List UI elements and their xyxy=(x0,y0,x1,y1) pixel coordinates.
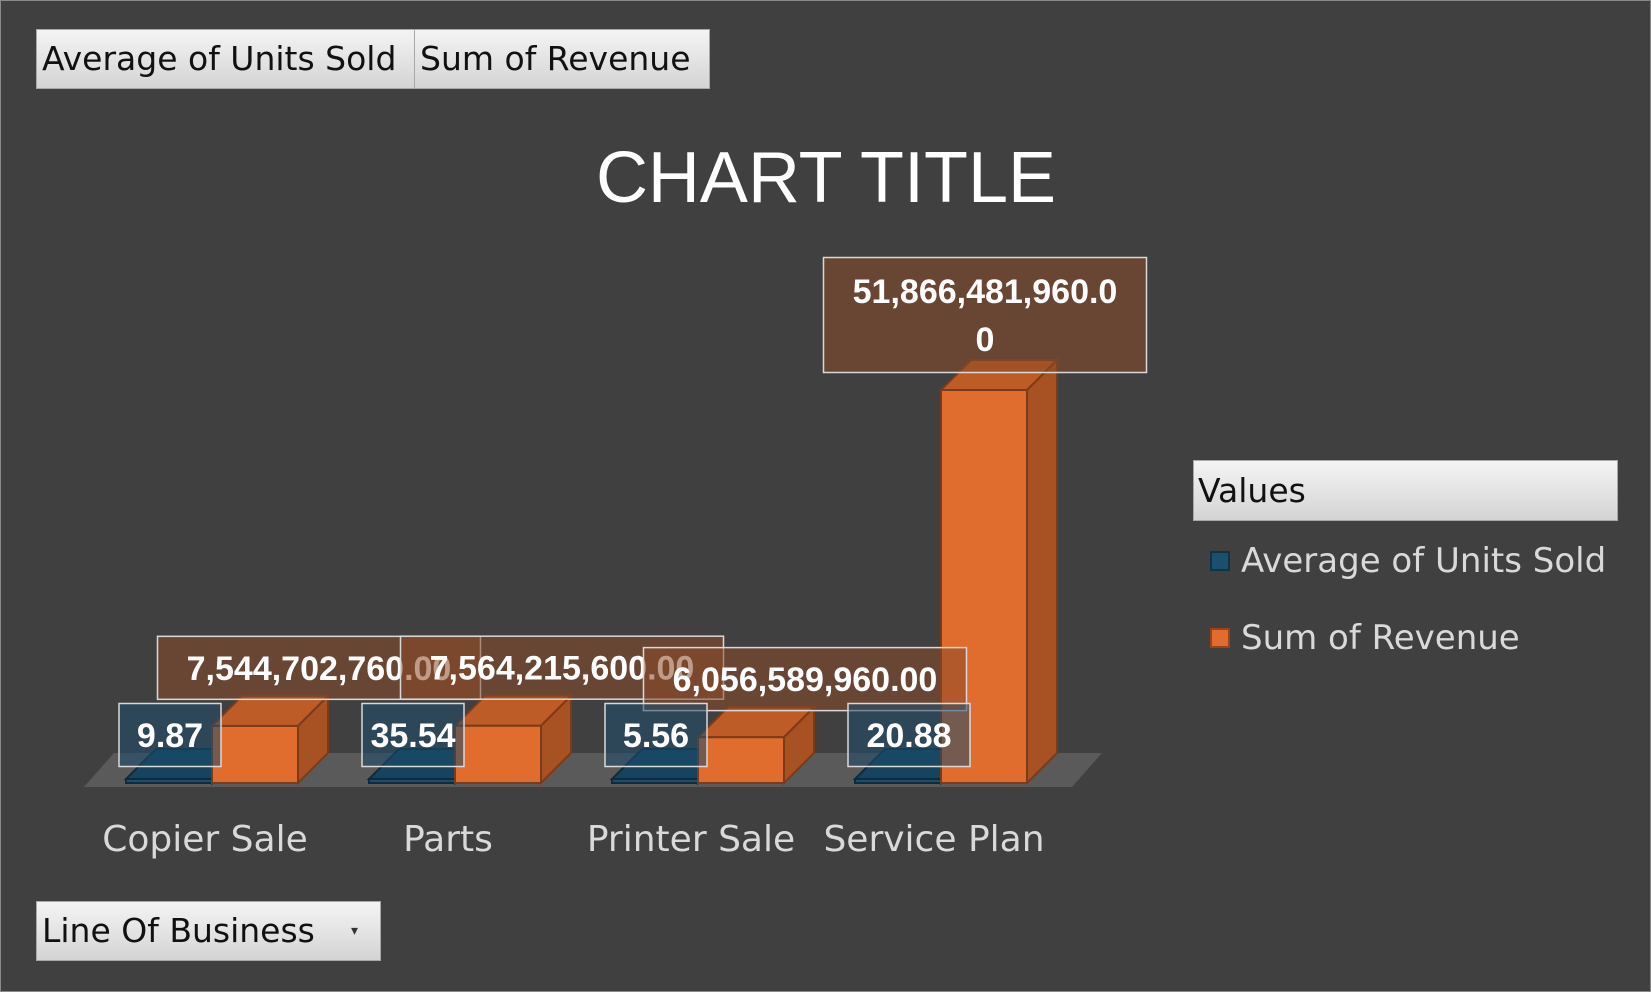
bar-revenue-printer-sale xyxy=(695,704,817,786)
data-label-units-printer-sale: 5.56 xyxy=(604,702,708,768)
bar-revenue-printer-sale-front xyxy=(697,736,785,785)
x-tick-label-parts: Parts xyxy=(403,819,493,860)
bar-revenue-service-plan-side xyxy=(1026,357,1058,786)
legend-label-revenue: Sum of Revenue xyxy=(1241,618,1520,658)
legend-item-units: Average of Units Sold xyxy=(1210,541,1606,581)
chart-title: CHART TITLE xyxy=(596,138,1056,218)
data-label-revenue-service-plan-text: 51,866,481,960.0 xyxy=(853,273,1118,311)
data-label-revenue-printer-sale-box xyxy=(642,646,968,712)
data-label-units-parts-box xyxy=(361,702,465,768)
data-label-revenue-service-plan: 51,866,481,960.0 0 xyxy=(822,256,1148,374)
bar-revenue-parts xyxy=(452,693,574,786)
data-label-revenue-service-plan-text: 0 xyxy=(976,321,995,359)
data-label-units-parts-text: 35.54 xyxy=(370,717,455,755)
data-label-units-copier-sale-box xyxy=(118,702,222,768)
data-label-units-service-plan-text: 20.88 xyxy=(866,717,951,755)
field-button-average-units-sold[interactable]: Average of Units Sold xyxy=(36,29,415,89)
data-label-revenue-printer-sale-text: 6,056,589,960.00 xyxy=(673,661,938,699)
data-label-units-service-plan: 20.88 xyxy=(847,702,971,768)
data-label-units-printer-sale-box xyxy=(604,702,708,768)
bar-revenue-copier-sale xyxy=(209,693,331,786)
legend-header[interactable]: Values xyxy=(1193,460,1618,521)
legend-swatch-units xyxy=(1210,551,1230,571)
legend-label-units: Average of Units Sold xyxy=(1241,541,1607,581)
legend-item-revenue: Sum of Revenue xyxy=(1210,618,1520,658)
bar-revenue-parts-front xyxy=(454,724,542,784)
data-label-units-copier-sale-text: 9.87 xyxy=(137,717,203,755)
x-tick-label-copier-sale: Copier Sale xyxy=(102,819,307,860)
field-button-sum-of-revenue[interactable]: Sum of Revenue xyxy=(414,29,710,89)
dropdown-arrow-icon[interactable]: ▾ xyxy=(350,923,358,939)
data-label-units-copier-sale: 9.87 xyxy=(118,702,222,768)
bar-revenue-copier-sale-front xyxy=(211,724,299,784)
data-label-revenue-service-plan-box xyxy=(822,256,1148,374)
data-label-units-service-plan-box xyxy=(847,702,971,768)
data-label-units-parts: 35.54 xyxy=(361,702,465,768)
field-button-line-of-business[interactable]: Line Of Business ▾ xyxy=(36,901,381,961)
data-label-revenue-printer-sale: 6,056,589,960.00 xyxy=(642,646,968,712)
legend-swatch-revenue xyxy=(1210,628,1230,648)
data-label-units-printer-sale-text: 5.56 xyxy=(623,717,689,755)
x-tick-label-printer-sale: Printer Sale xyxy=(587,819,795,860)
field-label-line-of-business: Line Of Business xyxy=(42,911,315,950)
x-tick-label-service-plan: Service Plan xyxy=(823,819,1044,860)
